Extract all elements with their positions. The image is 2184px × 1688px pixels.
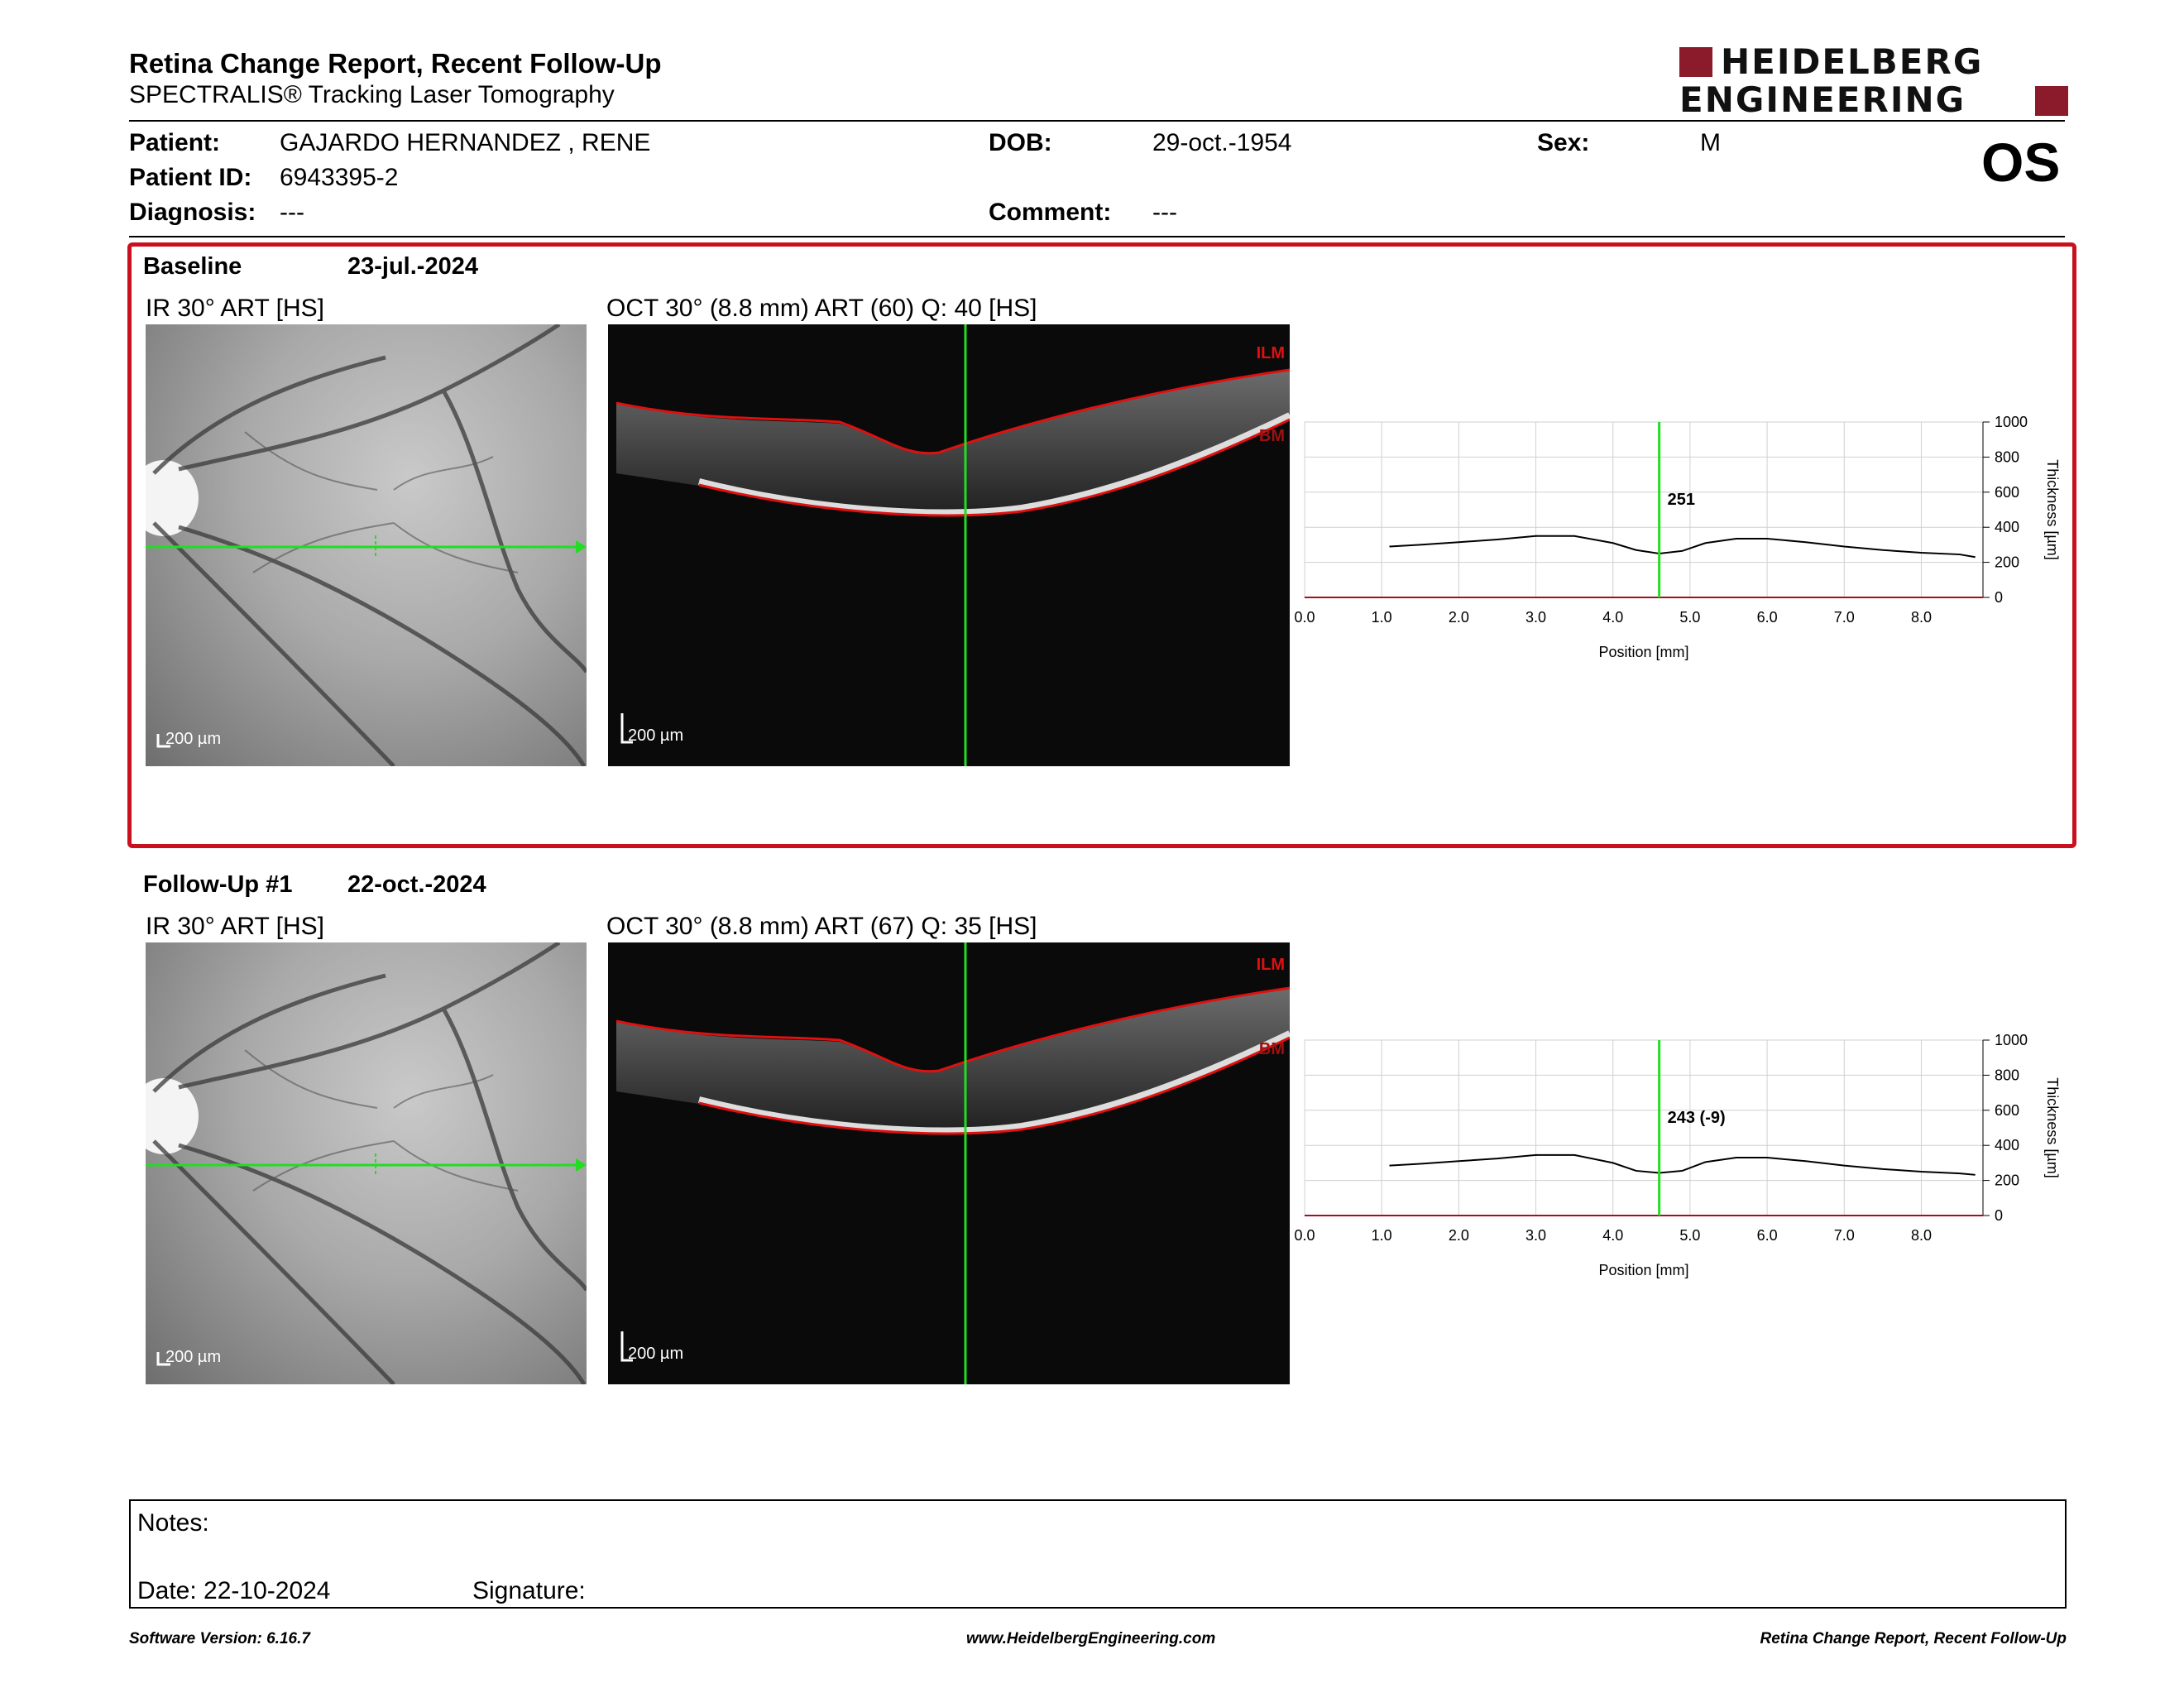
x-tick-label: 6.0 (1757, 609, 1778, 626)
header-divider (129, 120, 2065, 122)
followup-ir-scale: 200 µm (165, 1348, 222, 1366)
baseline-bm-label: BM (1258, 427, 1285, 445)
followup-ir-image: 200 µm (146, 942, 587, 1384)
baseline-label: Baseline (143, 253, 242, 280)
patient-divider (129, 236, 2065, 237)
footer-website: www.HeidelbergEngineering.com (966, 1630, 1216, 1647)
baseline-oct-image: ILM BM 200 µm (608, 324, 1290, 766)
plot-area (1304, 1039, 1984, 1216)
followup-date: 22-oct.-2024 (347, 871, 486, 898)
logo-line-2: ENGINEERING (1679, 79, 1966, 120)
x-tick-label: 4.0 (1602, 1227, 1623, 1244)
x-tick-label: 4.0 (1602, 609, 1623, 626)
baseline-oct-label: OCT 30° (8.8 mm) ART (60) Q: 40 [HS] (606, 295, 1037, 322)
x-tick-label: 3.0 (1525, 1227, 1546, 1244)
y-tick-label: 0 (1995, 1207, 2003, 1224)
followup-thickness-chart: 0.0 1.0 2.0 3.0 4.0 5.0 6.0 7.0 8.0 0 200 400 600 800… (1294, 1028, 2081, 1305)
x-tick-label: 7.0 (1834, 1227, 1855, 1244)
footer-report-name: Retina Change Report, Recent Follow-Up (1760, 1630, 2067, 1647)
x-tick-label: 6.0 (1757, 1227, 1778, 1244)
baseline-ir-label: IR 30° ART [HS] (146, 295, 324, 322)
x-tick-label: 3.0 (1525, 609, 1546, 626)
x-tick-label: 0.0 (1295, 609, 1315, 626)
x-tick-label: 5.0 (1679, 609, 1700, 626)
notes-box: Notes: Date: 22-10-2024 Signature: (129, 1499, 2067, 1609)
x-tick-label: 5.0 (1679, 1227, 1700, 1244)
followup-oct-image: ILM BM 200 µm (608, 942, 1290, 1384)
x-tick-label: 8.0 (1911, 609, 1932, 626)
y-tick-label: 400 (1995, 519, 2019, 535)
x-axis-label: Position [mm] (1598, 1262, 1688, 1278)
y-tick-label: 400 (1995, 1137, 2019, 1153)
followup-ilm-label: ILM (1256, 956, 1285, 974)
thickness-annotation: 251 (1668, 491, 1695, 509)
notes-date: Date: 22-10-2024 (137, 1577, 331, 1604)
diagnosis-label: Diagnosis: (129, 199, 256, 226)
logo-line-1: HEIDELBERG (1721, 41, 1984, 82)
report-title: Retina Change Report, Recent Follow-Up (129, 48, 662, 79)
x-tick-label: 8.0 (1911, 1227, 1932, 1244)
followup-label: Follow-Up #1 (143, 871, 293, 898)
y-axis-label: Thickness [µm] (2044, 459, 2061, 559)
signature-label: Signature: (472, 1577, 586, 1604)
thickness-series-line (1389, 535, 1976, 559)
followup-ir-label: IR 30° ART [HS] (146, 913, 324, 940)
followup-bm-label: BM (1258, 1040, 1285, 1058)
y-tick-label: 600 (1995, 1102, 2019, 1119)
thickness-annotation: 243 (-9) (1668, 1109, 1726, 1127)
sex-label: Sex: (1537, 129, 1590, 156)
y-tick-label: 200 (1995, 1172, 2019, 1189)
comment-value: --- (1152, 199, 1177, 226)
sex-value: M (1700, 129, 1721, 156)
baseline-date: 23-jul.-2024 (347, 253, 478, 280)
patient-label: Patient: (129, 129, 221, 156)
followup-oct-scale: 200 µm (628, 1345, 684, 1363)
y-tick-label: 1000 (1995, 414, 2028, 430)
notes-label: Notes: (137, 1509, 209, 1537)
baseline-ilm-label: ILM (1256, 344, 1285, 362)
baseline-ir-scale: 200 µm (165, 730, 222, 748)
x-tick-label: 1.0 (1372, 1227, 1392, 1244)
baseline-ir-image: 200 µm (146, 324, 587, 766)
eye-indicator: OS (1981, 132, 2061, 193)
y-axis-label: Thickness [µm] (2044, 1077, 2061, 1177)
report-subtitle: SPECTRALIS® Tracking Laser Tomography (129, 81, 615, 108)
y-tick-label: 600 (1995, 484, 2019, 501)
baseline-thickness-chart: 0.0 1.0 2.0 3.0 4.0 5.0 6.0 7.0 8.0 0 200 400 600 800… (1294, 410, 2081, 687)
diagnosis-value: --- (280, 199, 304, 226)
x-tick-label: 7.0 (1834, 609, 1855, 626)
x-tick-label: 1.0 (1372, 609, 1392, 626)
heidelberg-logo: HEIDELBERG ENGINEERING (1679, 45, 2068, 119)
thickness-series-line (1389, 1153, 1976, 1176)
x-tick-label: 0.0 (1295, 1227, 1315, 1244)
y-tick-label: 800 (1995, 1067, 2019, 1083)
baseline-oct-scale: 200 µm (628, 727, 684, 745)
y-tick-label: 0 (1995, 589, 2003, 606)
patient-id-label: Patient ID: (129, 164, 252, 191)
y-tick-label: 200 (1995, 554, 2019, 571)
y-tick-label: 800 (1995, 448, 2019, 465)
patient-name: GAJARDO HERNANDEZ , RENE (280, 129, 651, 156)
dob-label: DOB: (989, 129, 1052, 156)
plot-area (1304, 421, 1984, 598)
x-axis-label: Position [mm] (1598, 644, 1688, 660)
x-tick-label: 2.0 (1449, 609, 1469, 626)
footer-software-version: Software Version: 6.16.7 (129, 1630, 310, 1647)
comment-label: Comment: (989, 199, 1112, 226)
patient-id: 6943395-2 (280, 164, 399, 191)
followup-oct-label: OCT 30° (8.8 mm) ART (67) Q: 35 [HS] (606, 913, 1037, 940)
x-tick-label: 2.0 (1449, 1227, 1469, 1244)
y-tick-label: 1000 (1995, 1032, 2028, 1048)
dob-value: 29-oct.-1954 (1152, 129, 1292, 156)
baseline-frame (127, 242, 2076, 848)
